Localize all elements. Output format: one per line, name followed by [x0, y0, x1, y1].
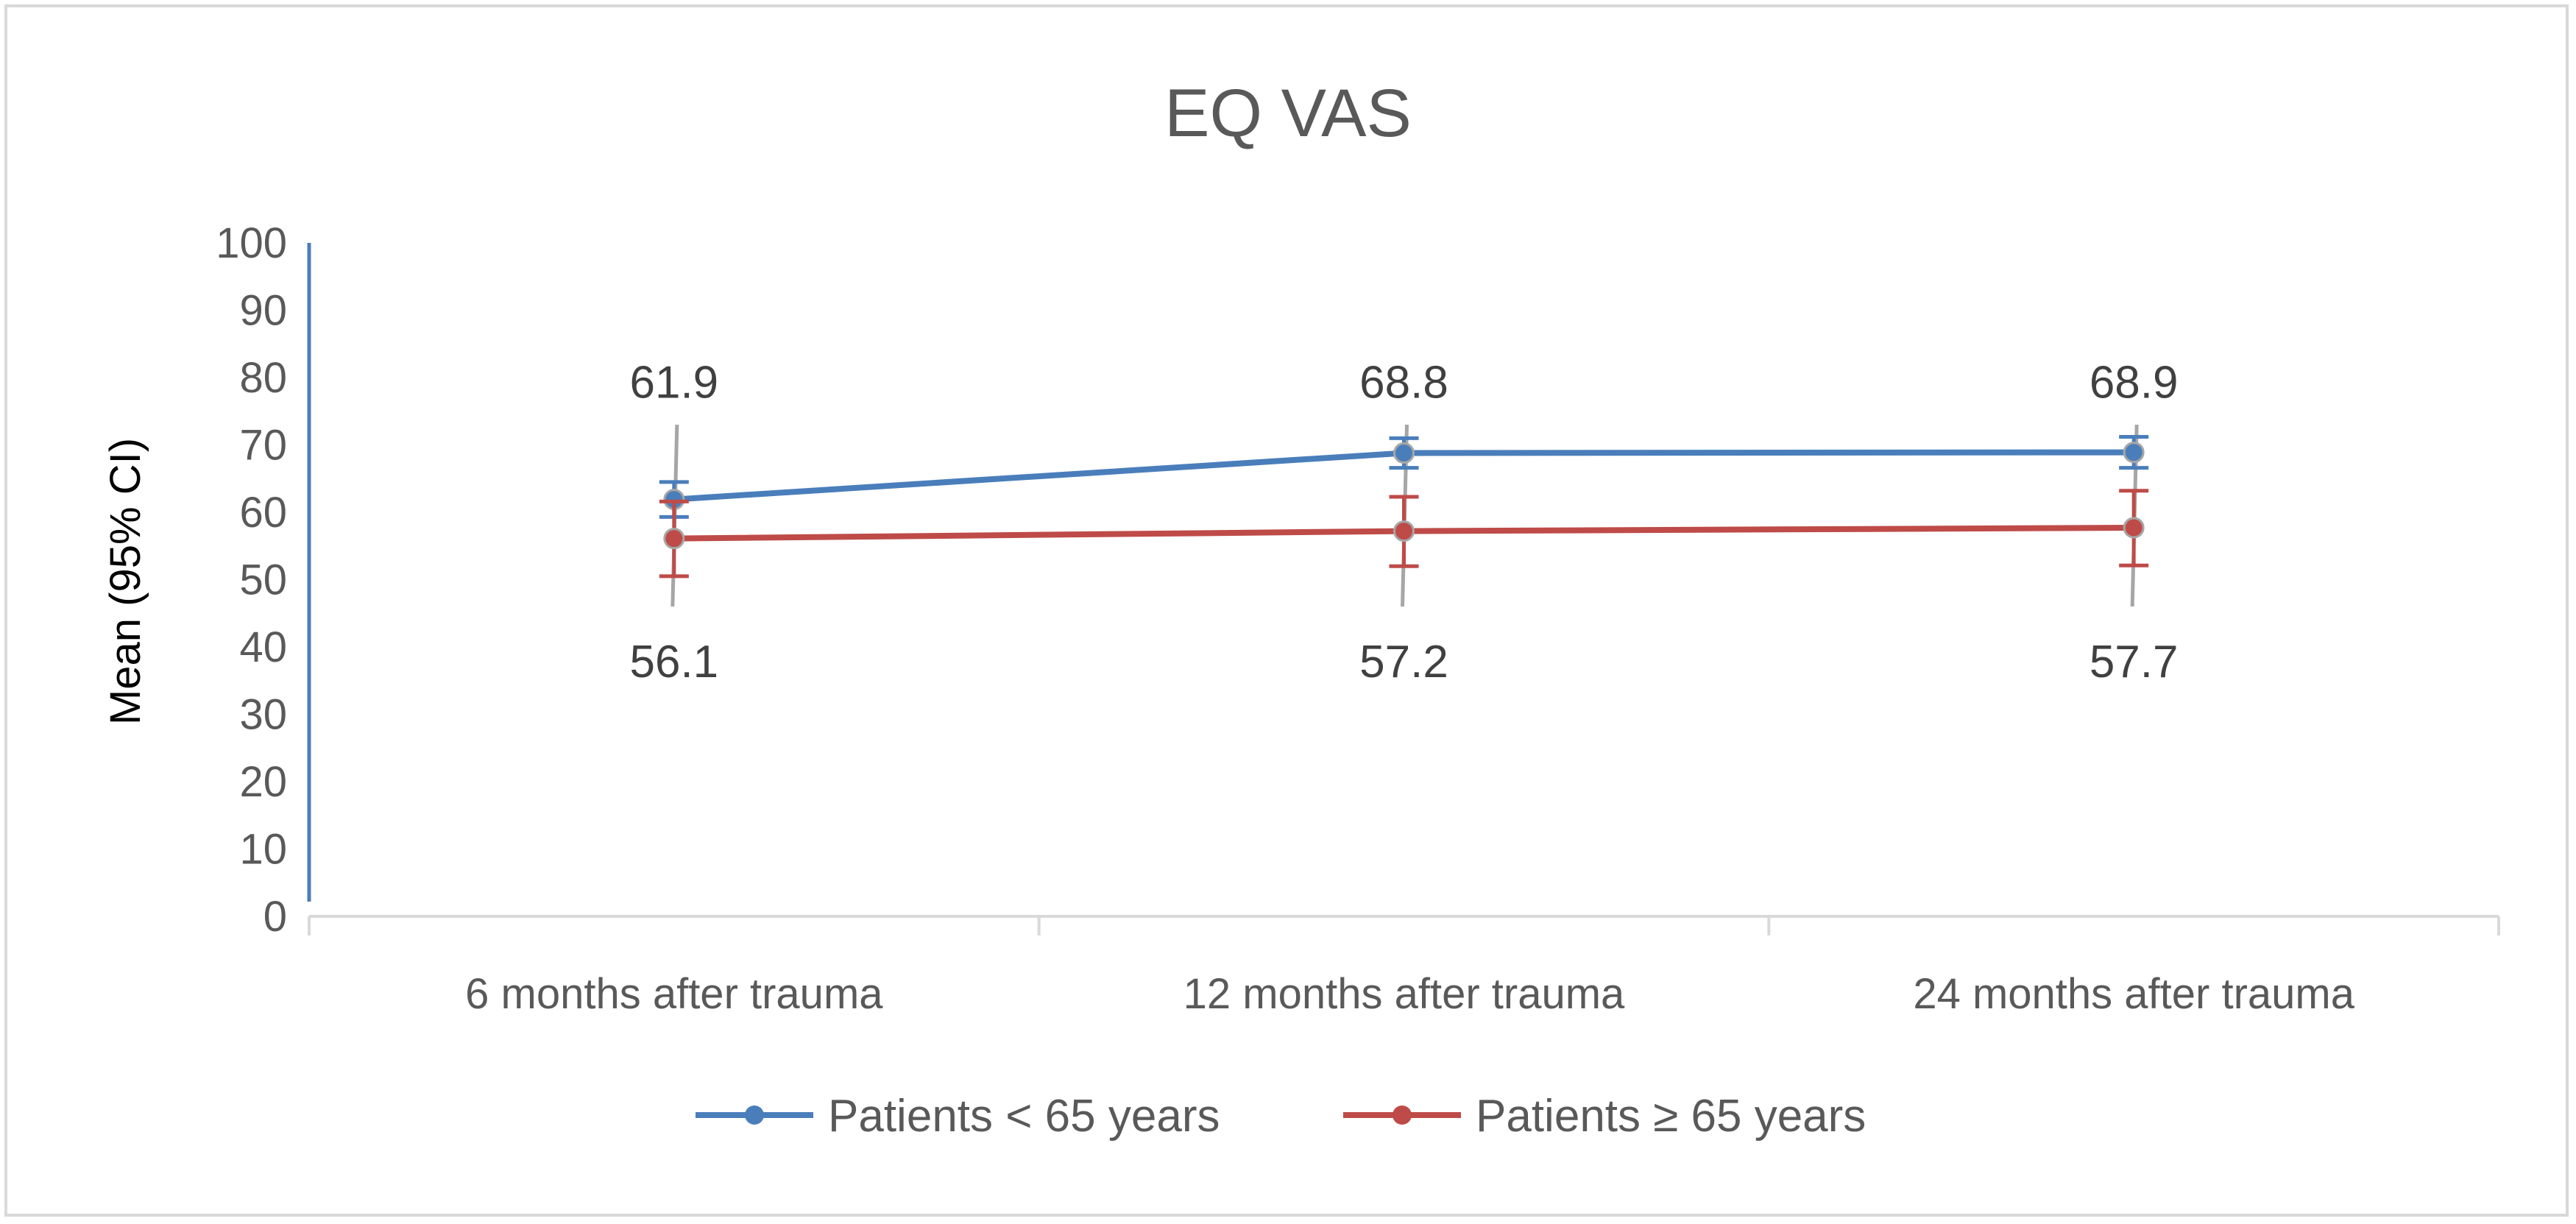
x-category-label: 12 months after trauma [1183, 970, 1625, 1018]
chart-title: EQ VAS [1164, 76, 1412, 151]
y-tick-label: 0 [263, 893, 287, 941]
x-category-label: 24 months after trauma [1913, 970, 2354, 1018]
legend-marker [745, 1106, 764, 1125]
x-category-label: 6 months after trauma [465, 970, 883, 1018]
y-tick-label: 30 [239, 691, 287, 739]
y-tick-label: 40 [239, 623, 287, 671]
data-point-marker [1393, 520, 1415, 542]
y-tick-label: 80 [239, 354, 287, 402]
data-label: 61.9 [629, 357, 718, 408]
data-point-marker [2123, 442, 2145, 464]
y-tick-label: 20 [239, 758, 287, 806]
y-tick-label: 90 [239, 287, 287, 335]
legend-label: Patients < 65 years [828, 1091, 1220, 1142]
data-label: 68.9 [2090, 357, 2179, 408]
chart-frame [4, 4, 2569, 1217]
plot-area: 0 10 20 30 40 50 60 70 80 90 100 6 months after tra… [216, 219, 2500, 1018]
data-label: 57.2 [1359, 637, 1448, 687]
data-label: 57.7 [2090, 637, 2179, 687]
legend-marker [1393, 1106, 1412, 1125]
data-point-marker [663, 528, 685, 550]
y-tick-label: 100 [216, 219, 287, 267]
legend: Patients < 65 years Patients ≥ 65 years [696, 1091, 1866, 1142]
y-tick-label: 60 [239, 489, 287, 537]
y-tick-label: 50 [239, 556, 287, 604]
y-axis-label: Mean (95% CI) [102, 438, 149, 725]
y-tick-label: 70 [239, 422, 287, 470]
y-tick-label: 10 [239, 826, 287, 874]
data-label: 56.1 [629, 637, 718, 687]
data-point-marker [1393, 442, 1415, 464]
legend-label: Patients ≥ 65 years [1476, 1091, 1866, 1142]
data-label: 68.8 [1359, 357, 1448, 408]
data-point-marker [2123, 517, 2145, 539]
